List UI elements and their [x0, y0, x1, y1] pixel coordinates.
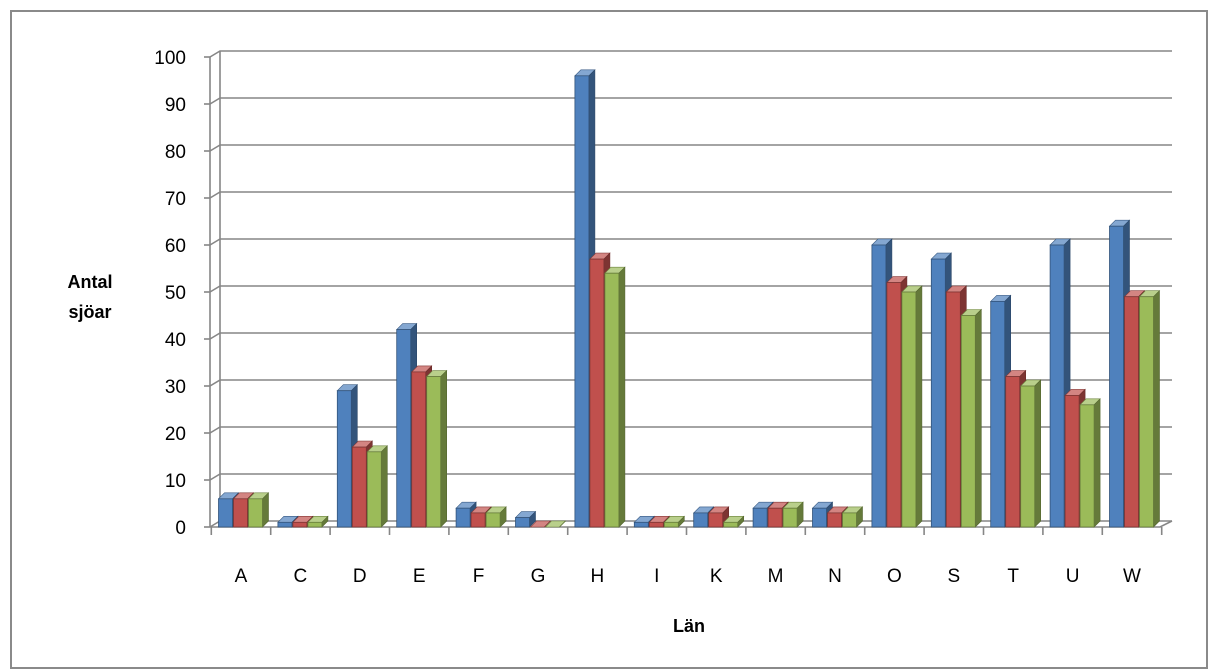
bar [366, 445, 389, 528]
bar [1019, 379, 1042, 528]
y-tick-label: 20 [165, 424, 186, 445]
x-tick-label: K [710, 566, 723, 587]
x-tick-label: A [235, 566, 248, 587]
y-axis-title-line1: Antal [68, 272, 113, 292]
bar [782, 501, 804, 528]
x-tick-label: E [413, 566, 426, 587]
bar [307, 515, 329, 528]
x-tick-label: S [947, 566, 960, 587]
x-axis-title: Län [673, 616, 705, 636]
bar [722, 515, 745, 528]
y-tick-label: 70 [165, 189, 186, 210]
bar [692, 506, 715, 528]
x-tick-label: O [887, 566, 902, 587]
x-tick-label: I [654, 566, 659, 587]
gridline [209, 238, 1172, 246]
x-tick-label: M [768, 566, 784, 587]
gridline [209, 285, 1172, 293]
x-tick-label: N [828, 566, 842, 587]
bar [960, 308, 983, 528]
y-tick-label: 80 [165, 142, 186, 163]
bar [292, 515, 314, 528]
x-tick-label: U [1066, 566, 1080, 587]
y-tick-label: 10 [165, 471, 186, 492]
gridline [209, 332, 1172, 340]
bar [1079, 398, 1101, 528]
y-tick-label: 30 [165, 377, 186, 398]
bar [901, 285, 923, 528]
bar [841, 506, 864, 528]
y-axis-title-line2: sjöar [68, 302, 111, 322]
x-tick-label: F [473, 566, 485, 587]
y-tick-label: 50 [165, 283, 186, 304]
y-tick-label: 90 [165, 95, 186, 116]
x-tick-label: D [353, 566, 367, 587]
x-tick-label: C [294, 566, 308, 587]
y-tick-label: 100 [154, 48, 186, 69]
gridline [209, 191, 1172, 199]
bar [455, 501, 477, 528]
y-tick-label: 60 [165, 236, 186, 257]
x-tick-label: G [531, 566, 546, 587]
y-tick-labels: 0 10 20 30 40 50 60 70 80 90 100 [154, 48, 186, 539]
bar [544, 520, 567, 528]
x-tick-label: H [591, 566, 605, 587]
bar [425, 369, 448, 528]
x-tick-label: W [1123, 566, 1141, 587]
bar [529, 520, 552, 528]
y-tick-label: 0 [175, 518, 186, 539]
bar [514, 510, 537, 528]
bars [217, 69, 1161, 528]
bar [247, 492, 270, 528]
gridline [209, 97, 1172, 105]
bar [663, 515, 686, 528]
bar [485, 506, 507, 528]
y-tick-label: 40 [165, 330, 186, 351]
x-tick-label: T [1007, 566, 1019, 587]
gridline [209, 144, 1172, 152]
bar [1138, 289, 1161, 528]
gridline [209, 50, 1172, 58]
bar [604, 266, 626, 528]
